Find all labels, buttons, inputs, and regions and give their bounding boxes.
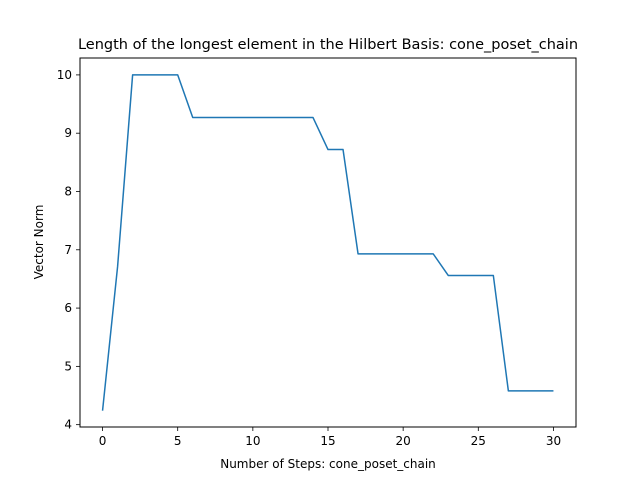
x-tick-label: 0: [99, 434, 107, 448]
y-tick-label: 6: [64, 301, 72, 315]
plot-area: [101, 74, 554, 411]
x-tick-label: 15: [320, 434, 335, 448]
chart-title: Length of the longest element in the Hil…: [78, 37, 578, 53]
x-tick-label: 20: [396, 434, 411, 448]
y-tick-label: 8: [64, 184, 72, 198]
y-tick-label: 5: [64, 359, 72, 373]
y-tick-label: 10: [57, 68, 72, 82]
x-axis-label: Number of Steps: cone_poset_chain: [220, 457, 436, 471]
axis-ticks: 0 5 10 15 20 25 30 4 5 6 7 8 9 10: [57, 68, 561, 448]
plot-frame: [79, 57, 577, 428]
y-tick-label: 7: [64, 243, 72, 257]
x-tick-label: 5: [174, 434, 182, 448]
series-line-0: [101, 74, 554, 411]
x-tick-label: 10: [245, 434, 260, 448]
y-tick-label: 9: [64, 126, 72, 140]
y-tick-label: 4: [64, 418, 72, 432]
x-tick-label: 30: [546, 434, 561, 448]
y-axis-label: Vector Norm: [32, 205, 46, 280]
x-tick-label: 25: [471, 434, 486, 448]
